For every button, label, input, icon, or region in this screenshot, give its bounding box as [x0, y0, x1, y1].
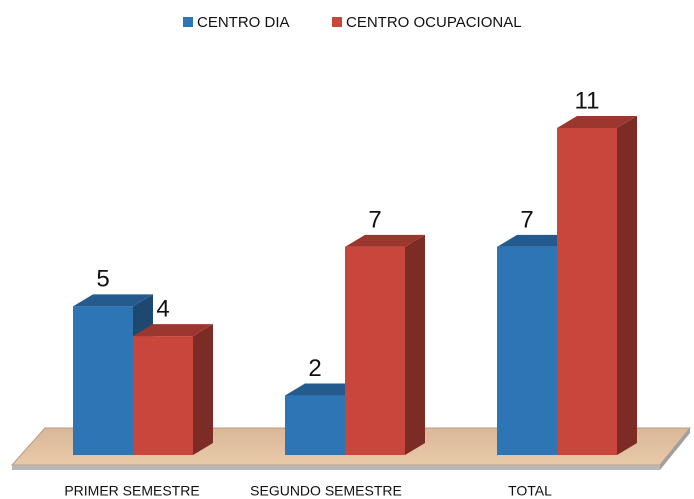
data-label: 5	[96, 266, 109, 293]
x-tick-label: PRIMER SEMESTRE	[64, 483, 199, 499]
bar	[497, 246, 557, 455]
bar	[345, 246, 405, 455]
data-label: 2	[308, 355, 321, 382]
legend-label: CENTRO OCUPACIONAL	[346, 14, 522, 31]
floor-side	[660, 428, 690, 470]
bar	[285, 395, 345, 455]
bar-top	[73, 294, 153, 307]
bar-top	[557, 116, 637, 128]
floor-edge	[12, 465, 660, 470]
x-tick-label: TOTAL	[508, 483, 552, 499]
legend-label: CENTRO DIA	[197, 14, 290, 31]
data-label: 7	[368, 206, 381, 233]
legend-swatch	[183, 17, 193, 27]
bar-side	[405, 234, 425, 455]
bar	[133, 336, 193, 455]
bar-side	[617, 116, 637, 455]
data-label: 4	[156, 295, 169, 322]
bar-top	[133, 324, 213, 337]
bar	[73, 306, 133, 455]
legend-swatch	[332, 17, 342, 27]
bar-side	[193, 324, 213, 455]
bar	[557, 128, 617, 455]
data-label: 7	[520, 206, 533, 233]
data-label: 11	[575, 87, 600, 114]
bar-top	[345, 234, 425, 247]
x-tick-label: SEGUNDO SEMESTRE	[250, 483, 402, 499]
